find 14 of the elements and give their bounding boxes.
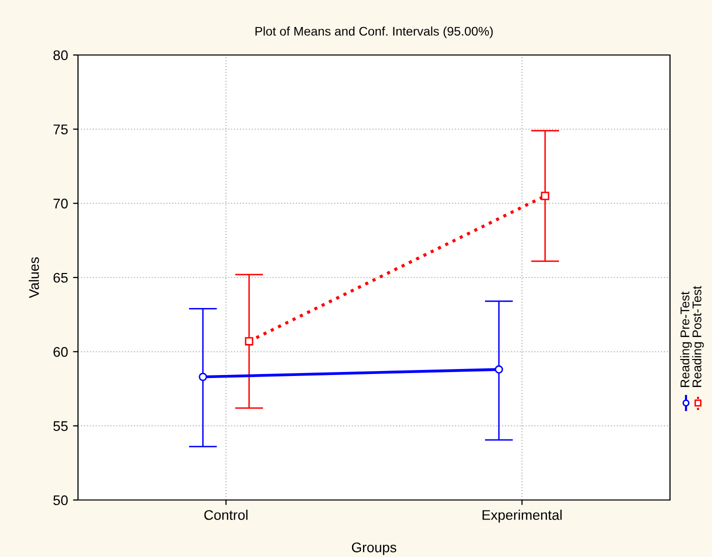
x-tick-label: Control [204, 510, 248, 520]
x-tick-label: Experimental [482, 510, 562, 523]
y-tick-label: 50 [53, 495, 68, 506]
text: Reading Post-Test [692, 286, 704, 387]
y-tick-label: 70 [54, 198, 68, 209]
text: Reading Pre-Test [680, 292, 692, 387]
y-tick-label: 75 [54, 124, 68, 134]
y-tick-label: 60 [54, 347, 68, 357]
y-tick-label: 80 [53, 50, 68, 60]
chart-title: Plot of Means and Conf. Intervals (95.00%) [256, 26, 493, 38]
y-tick-label: 55 [53, 421, 68, 432]
x-axis-title: Groups [352, 542, 396, 556]
y-tick-label: 65 [54, 272, 68, 283]
y-axis-title: Values [28, 257, 39, 298]
